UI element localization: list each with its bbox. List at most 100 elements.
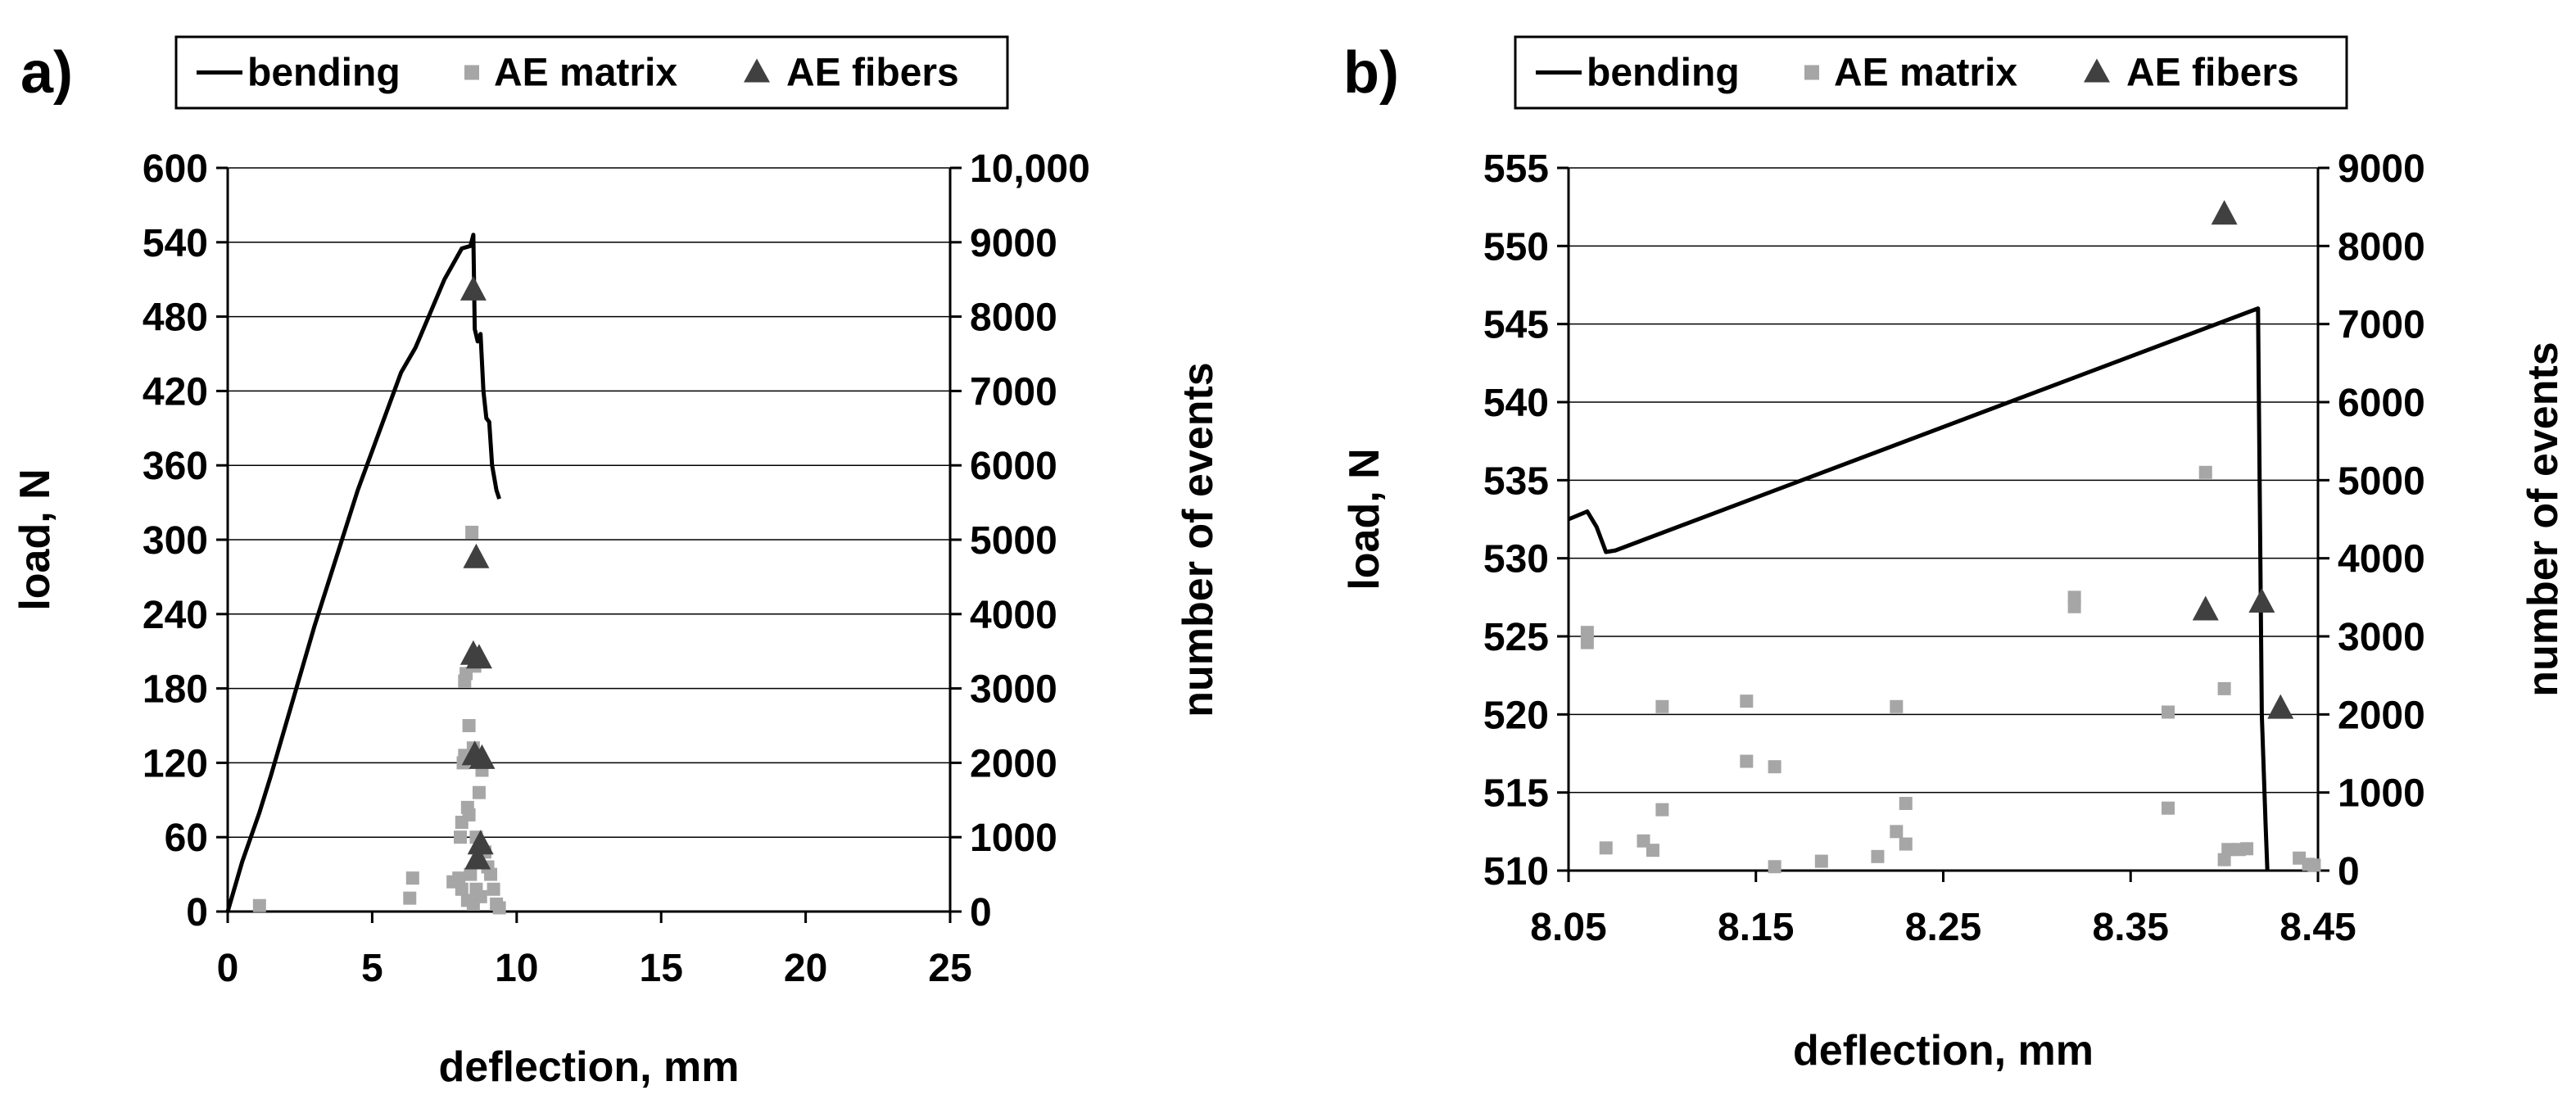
- point-ae-fibers: [460, 275, 487, 301]
- y2-tick-label: 1000: [970, 817, 1057, 860]
- y2-tick-label: 3000: [2338, 616, 2425, 659]
- point-ae-matrix: [1580, 636, 1594, 649]
- y2-tick-label: 4000: [2338, 538, 2425, 581]
- legend-triangle-swatch: [744, 58, 770, 83]
- y-tick-label: 510: [1483, 850, 1549, 894]
- y-tick-label: 480: [143, 296, 208, 340]
- point-ae-matrix: [1740, 754, 1754, 768]
- y-axis-title: load, N: [1341, 448, 1388, 590]
- point-ae-matrix: [466, 897, 480, 911]
- y-tick-label: 600: [143, 147, 208, 191]
- y-tick-label: 300: [143, 519, 208, 563]
- point-ae-matrix: [2307, 858, 2321, 872]
- y-tick-label: 240: [143, 594, 208, 637]
- y2-axis-title: number of events: [2519, 342, 2567, 696]
- point-ae-matrix: [403, 891, 417, 905]
- legend-triangle-swatch: [2084, 58, 2110, 83]
- y-tick-label: 530: [1483, 538, 1549, 581]
- y-tick-label: 420: [143, 370, 208, 414]
- y-tick-label: 180: [143, 668, 208, 712]
- y2-tick-label: 9000: [2338, 147, 2425, 191]
- y2-tick-label: 2000: [970, 742, 1057, 785]
- chart-panel-a: a) bending AE matrix AE fibers 0 60 120 180 240 3…: [11, 35, 1222, 1091]
- y2-tick-label: 0: [2338, 850, 2360, 894]
- legend-entry-bending: bending: [247, 52, 401, 95]
- point-ae-matrix: [2067, 600, 2081, 613]
- y-tick-label: 0: [186, 891, 208, 934]
- panel-label: b): [1343, 40, 1399, 106]
- legend-box: [1514, 35, 2348, 110]
- legend-entry-ae-matrix: AE matrix: [494, 52, 677, 95]
- y-tick-label: 540: [1483, 382, 1549, 425]
- x-tick-label: 10: [495, 947, 538, 990]
- x-tick-label: 8.15: [1718, 906, 1794, 949]
- y-tick-label: 60: [165, 817, 208, 860]
- legend-entry-ae-matrix: AE matrix: [1834, 52, 2017, 95]
- legend-square-swatch: [1804, 65, 1819, 80]
- point-ae-matrix: [455, 882, 469, 896]
- y2-axis-title: number of events: [1175, 362, 1222, 717]
- y2-tick-label: 7000: [2338, 304, 2425, 347]
- x-tick-label: 25: [928, 947, 971, 990]
- y2-tick-label: 3000: [970, 668, 1057, 712]
- point-ae-fibers: [469, 744, 496, 769]
- legend-box: [174, 35, 1009, 110]
- point-ae-matrix: [2221, 843, 2235, 857]
- point-ae-fibers: [2211, 200, 2238, 225]
- y-tick-label: 550: [1483, 225, 1549, 269]
- legend-entry-ae-fibers: AE fibers: [786, 52, 959, 95]
- point-ae-matrix: [1655, 699, 1669, 713]
- series-line-bending: [225, 233, 501, 912]
- point-ae-fibers: [465, 644, 492, 669]
- point-ae-fibers: [2267, 694, 2294, 719]
- point-ae-matrix: [405, 871, 419, 885]
- legend-entry-ae-fibers: AE fibers: [2126, 52, 2299, 95]
- y2-tick-label: 6000: [970, 445, 1057, 488]
- point-ae-matrix: [2217, 853, 2231, 866]
- y-tick-label: 520: [1483, 694, 1549, 737]
- y2-tick-label: 10,000: [970, 147, 1090, 191]
- point-ae-fibers: [463, 543, 490, 568]
- y-tick-label: 515: [1483, 772, 1549, 816]
- point-ae-matrix: [1899, 837, 1913, 851]
- point-ae-matrix: [1768, 760, 1781, 774]
- series-line-bending: [1568, 306, 2270, 871]
- y2-tick-label: 5000: [2338, 459, 2425, 503]
- point-ae-matrix: [487, 882, 500, 896]
- point-ae-matrix: [1890, 699, 1904, 713]
- y2-tick-label: 8000: [970, 296, 1057, 340]
- point-ae-matrix: [492, 901, 506, 915]
- point-ae-matrix: [2198, 465, 2212, 479]
- point-ae-matrix: [462, 719, 476, 732]
- y2-tick-label: 4000: [970, 594, 1057, 637]
- y-tick-label: 360: [143, 445, 208, 488]
- y2-tick-label: 1000: [2338, 772, 2425, 816]
- point-ae-matrix: [452, 871, 466, 885]
- y2-tick-label: 2000: [2338, 694, 2425, 737]
- x-tick-label: 20: [784, 947, 827, 990]
- y-tick-label: 545: [1483, 304, 1549, 347]
- panel-label: a): [20, 40, 73, 106]
- x-tick-label: 8.35: [2093, 906, 2169, 949]
- x-tick-label: 15: [640, 947, 683, 990]
- point-ae-matrix: [2240, 842, 2254, 856]
- y2-tick-label: 5000: [970, 519, 1057, 563]
- x-tick-label: 8.05: [1530, 906, 1606, 949]
- point-ae-fibers: [464, 844, 491, 870]
- point-ae-matrix: [454, 830, 468, 844]
- chart-panel-b: b) bending AE matrix AE fibers 510 515 520 525 5…: [1341, 35, 2567, 1075]
- point-ae-fibers: [467, 830, 494, 855]
- point-ae-matrix: [1580, 626, 1594, 640]
- x-axis-title: deflection, mm: [439, 1043, 740, 1091]
- point-ae-matrix: [1890, 825, 1904, 839]
- point-ae-matrix: [1646, 844, 1659, 857]
- y-axis-title: load, N: [11, 468, 59, 610]
- point-ae-matrix: [472, 785, 486, 799]
- y2-tick-label: 0: [970, 891, 992, 934]
- point-ae-matrix: [464, 867, 478, 881]
- point-ae-matrix: [462, 808, 476, 821]
- point-ae-matrix: [1899, 797, 1913, 811]
- point-ae-matrix: [2162, 705, 2175, 719]
- point-ae-matrix: [1599, 841, 1613, 855]
